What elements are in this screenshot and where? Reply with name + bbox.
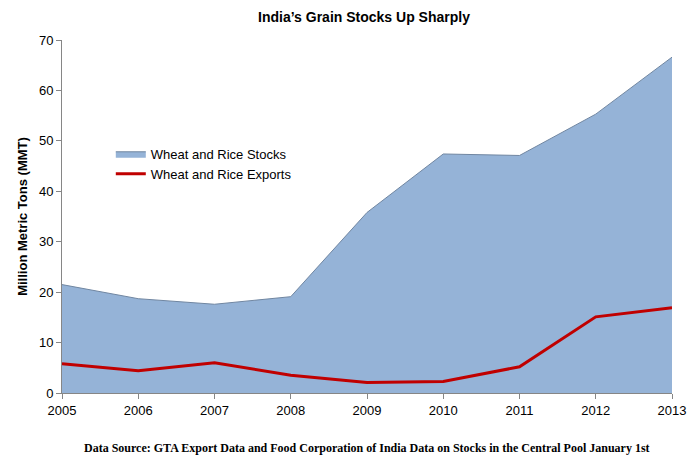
svg-text:2012: 2012 bbox=[581, 403, 610, 418]
svg-text:20: 20 bbox=[39, 285, 53, 300]
svg-text:2013: 2013 bbox=[658, 403, 687, 418]
svg-text:Million Metric Tons (MMT): Million Metric Tons (MMT) bbox=[15, 137, 30, 296]
svg-text:2011: 2011 bbox=[506, 403, 534, 418]
svg-text:2007: 2007 bbox=[200, 403, 229, 418]
svg-text:40: 40 bbox=[39, 184, 53, 199]
svg-text:2005: 2005 bbox=[48, 403, 77, 418]
svg-text:30: 30 bbox=[39, 234, 53, 249]
svg-text:India’s Grain Stocks Up Sharpl: India’s Grain Stocks Up Sharply bbox=[258, 9, 470, 25]
svg-text:60: 60 bbox=[39, 83, 53, 98]
svg-text:0: 0 bbox=[46, 386, 53, 401]
svg-text:10: 10 bbox=[39, 335, 53, 350]
svg-text:70: 70 bbox=[39, 33, 53, 48]
svg-text:Wheat and Rice Exports: Wheat and Rice Exports bbox=[151, 167, 292, 182]
svg-text:2006: 2006 bbox=[124, 403, 153, 418]
svg-text:50: 50 bbox=[39, 133, 53, 148]
svg-text:Wheat and Rice Stocks: Wheat and Rice Stocks bbox=[151, 147, 287, 162]
svg-text:Data Source: GTA Export Data a: Data Source: GTA Export Data and Food Co… bbox=[84, 441, 650, 455]
svg-text:2008: 2008 bbox=[276, 403, 305, 418]
svg-text:2009: 2009 bbox=[353, 403, 382, 418]
svg-text:2010: 2010 bbox=[429, 403, 458, 418]
